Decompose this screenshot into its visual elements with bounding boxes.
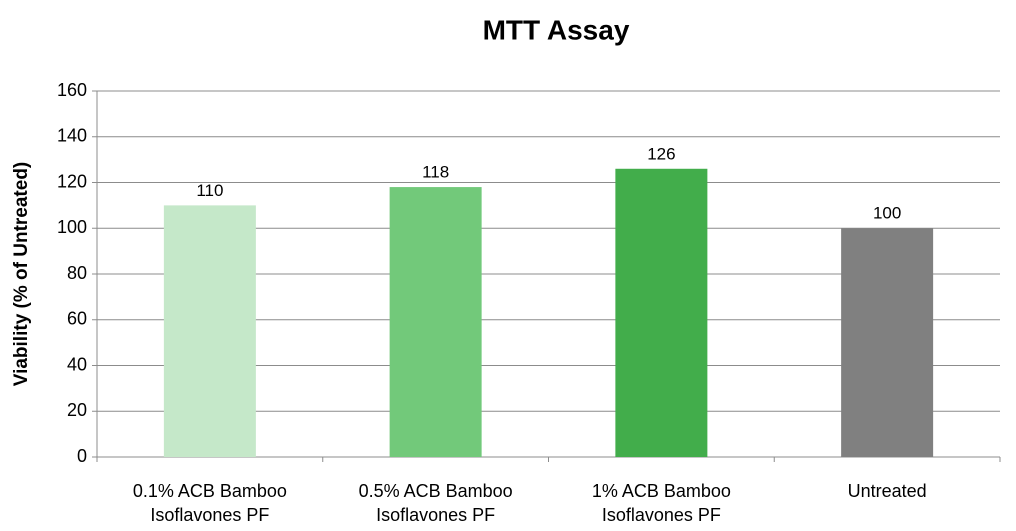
x-tick-label: Untreated [847, 481, 927, 501]
y-tick-label: 60 [67, 309, 87, 329]
y-axis-label: Viability (% of Untreated) [11, 162, 32, 387]
value-label: 110 [196, 181, 223, 200]
y-tick-label: 120 [57, 171, 87, 191]
y-tick-label: 80 [67, 263, 87, 283]
value-label: 118 [422, 163, 449, 182]
y-tick-label: 0 [77, 446, 87, 466]
value-label: 126 [647, 144, 675, 163]
bar [163, 205, 256, 457]
y-tick-label: 100 [57, 217, 87, 237]
value-label: 100 [873, 204, 901, 223]
x-tick-label: 1% ACB Bamboo Isoflavones PF [591, 481, 731, 525]
chart-title: MTT Assay [483, 14, 630, 45]
bar [389, 187, 482, 457]
y-tick-label: 20 [67, 400, 87, 420]
bar [615, 168, 708, 457]
y-tick-label: 140 [57, 126, 87, 146]
x-tick-label: 0.1% ACB Bamboo Isoflavones PF [132, 481, 287, 525]
y-tick-label: 160 [57, 80, 87, 100]
y-tick-label: 40 [67, 354, 87, 374]
x-tick-label: 0.5% ACB Bamboo Isoflavones PF [358, 481, 513, 525]
bar [841, 228, 934, 457]
